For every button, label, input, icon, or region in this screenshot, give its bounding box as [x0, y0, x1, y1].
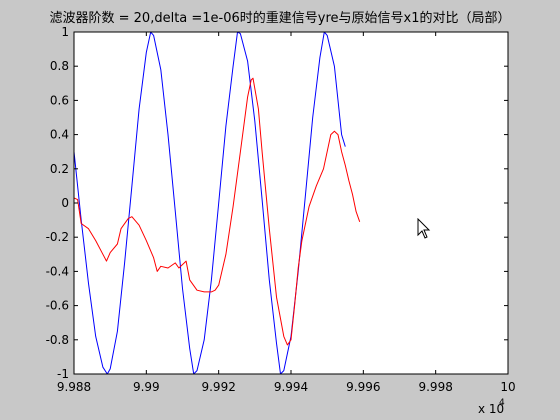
- y-tick-label: -0.6: [46, 299, 69, 313]
- x-tick-label: 9.994: [274, 380, 308, 394]
- y-tick-label: -1: [57, 367, 69, 381]
- chart-title: 滤波器阶数 = 20,delta =1e-06时的重建信号yre与原始信号x1的…: [49, 11, 511, 26]
- mouse-cursor-icon: [417, 218, 431, 239]
- y-tick-label: -0.8: [46, 333, 69, 347]
- tick-layer: 9.988 9.99 9.992 9.994 9.996 9.998 10 1 0.8 0.6 0.…: [46, 25, 516, 394]
- y-tick-label: -0.2: [46, 230, 69, 244]
- y-tick-label: 0.2: [50, 162, 69, 176]
- series-line-1: [74, 32, 346, 374]
- y-tick-label: 0: [61, 196, 69, 210]
- y-tick-label: 0.6: [50, 93, 69, 107]
- x-tick-label: 9.988: [57, 380, 91, 394]
- series-line-2: [74, 77, 361, 346]
- y-tick-label: 0.8: [50, 59, 69, 73]
- axes-box: [73, 31, 509, 375]
- y-tick-label: 0.4: [50, 128, 69, 142]
- y-tick-label: 1: [61, 25, 69, 39]
- x-tick-label: 9.99: [133, 380, 160, 394]
- x-tick-label: 9.996: [346, 380, 380, 394]
- plot-area: [74, 32, 508, 374]
- x-tick-label: 9.998: [418, 380, 452, 394]
- x-tick-label: 9.992: [201, 380, 235, 394]
- x-exponent-label: x 10: [478, 402, 504, 416]
- x-exponent-power: 4: [499, 398, 505, 408]
- y-tick-label: -0.4: [46, 264, 69, 278]
- x-tick-label: 10: [500, 380, 515, 394]
- series-layer: [74, 32, 361, 374]
